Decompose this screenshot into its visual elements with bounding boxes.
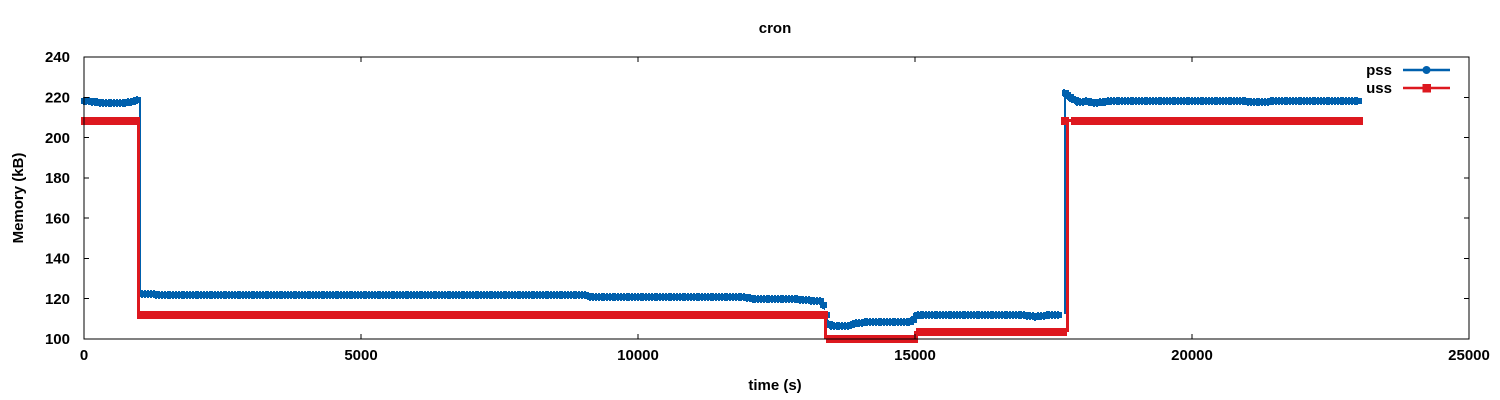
svg-text:20000: 20000 [1171, 347, 1213, 364]
svg-text:cron: cron [759, 20, 792, 37]
svg-text:140: 140 [45, 251, 70, 268]
svg-text:pss: pss [1366, 62, 1392, 79]
svg-text:25000: 25000 [1448, 347, 1490, 364]
svg-text:uss: uss [1366, 80, 1392, 97]
svg-text:10000: 10000 [617, 347, 659, 364]
svg-text:120: 120 [45, 291, 70, 308]
svg-text:time (s): time (s) [748, 377, 801, 394]
svg-text:100: 100 [45, 331, 70, 348]
svg-text:5000: 5000 [344, 347, 377, 364]
svg-text:200: 200 [45, 130, 70, 147]
svg-text:220: 220 [45, 90, 70, 107]
svg-text:240: 240 [45, 49, 70, 66]
svg-text:15000: 15000 [894, 347, 936, 364]
svg-text:180: 180 [45, 170, 70, 187]
svg-text:Memory (kB): Memory (kB) [10, 153, 27, 244]
svg-text:0: 0 [80, 347, 88, 364]
svg-text:160: 160 [45, 210, 70, 227]
